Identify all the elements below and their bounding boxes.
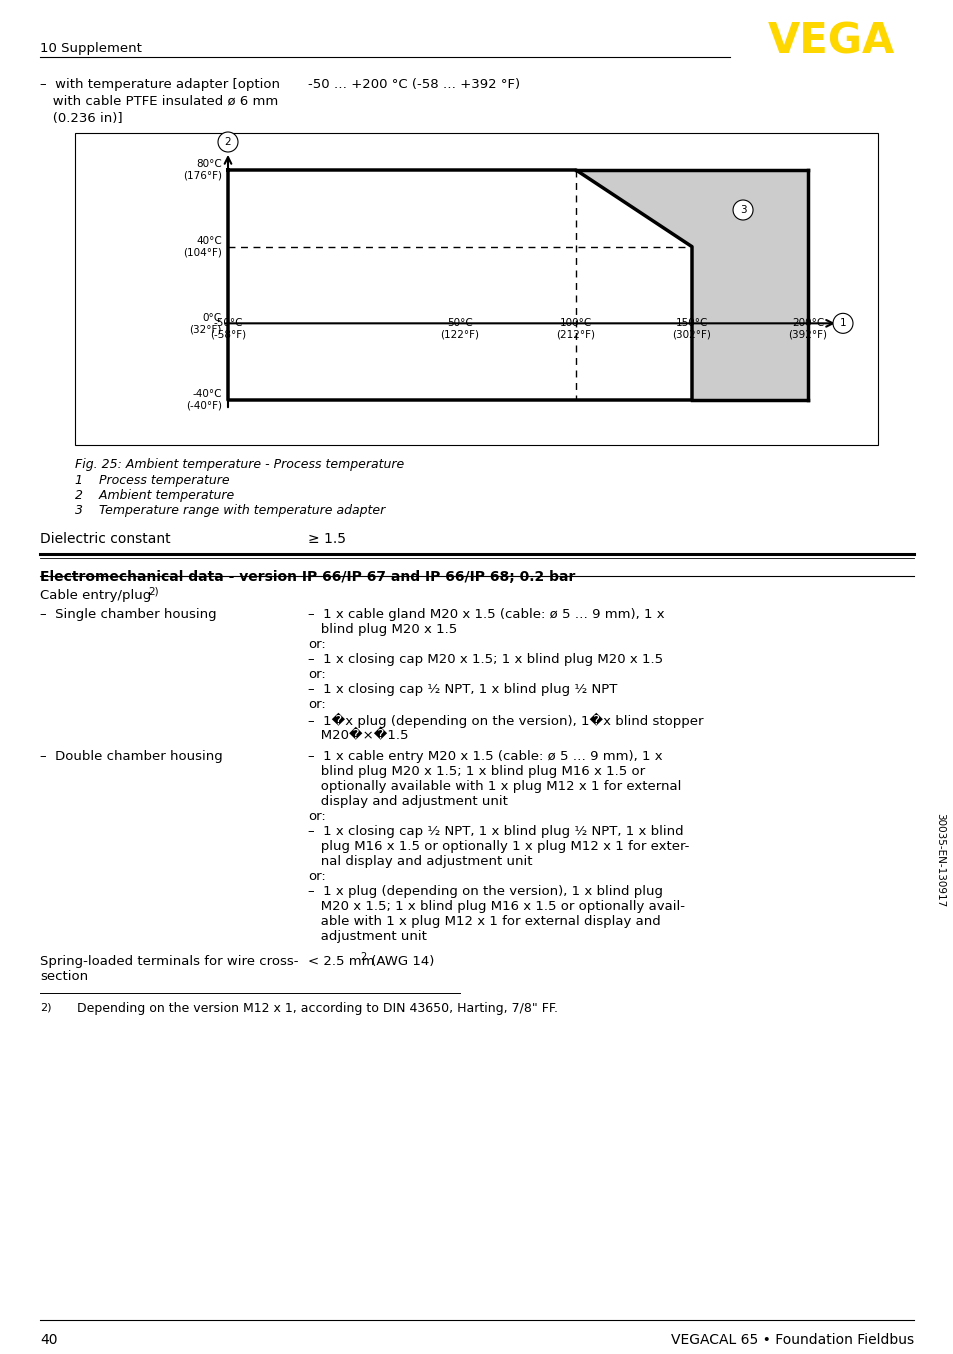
Text: 3    Temperature range with temperature adapter: 3 Temperature range with temperature ada… (75, 504, 385, 517)
Circle shape (732, 200, 752, 219)
Text: (AWG 14): (AWG 14) (367, 955, 434, 968)
Text: 1: 1 (839, 318, 845, 328)
Text: M20 x 1.5; 1 x blind plug M16 x 1.5 or optionally avail-: M20 x 1.5; 1 x blind plug M16 x 1.5 or o… (308, 900, 684, 913)
Text: or:: or: (308, 871, 325, 883)
Text: 40°C
(104°F): 40°C (104°F) (183, 236, 222, 257)
Text: Cable entry/plug: Cable entry/plug (40, 589, 152, 603)
Text: Dielectric constant: Dielectric constant (40, 532, 171, 546)
Text: section: section (40, 969, 88, 983)
Text: 0°C
(32°F): 0°C (32°F) (190, 313, 222, 334)
Text: 2: 2 (225, 137, 231, 148)
Text: 100°C
(212°F): 100°C (212°F) (556, 318, 595, 340)
Polygon shape (576, 171, 807, 399)
Text: –  1 x cable entry M20 x 1.5 (cable: ø 5 … 9 mm), 1 x: – 1 x cable entry M20 x 1.5 (cable: ø 5 … (308, 750, 662, 764)
Text: –  Single chamber housing: – Single chamber housing (40, 608, 216, 621)
Text: 10 Supplement: 10 Supplement (40, 42, 142, 56)
Text: –  1 x cable gland M20 x 1.5 (cable: ø 5 … 9 mm), 1 x: – 1 x cable gland M20 x 1.5 (cable: ø 5 … (308, 608, 664, 621)
Text: ≥ 1.5: ≥ 1.5 (308, 532, 346, 546)
Text: –  Double chamber housing: – Double chamber housing (40, 750, 222, 764)
Text: blind plug M20 x 1.5; 1 x blind plug M16 x 1.5 or: blind plug M20 x 1.5; 1 x blind plug M16… (308, 765, 644, 779)
Text: optionally available with 1 x plug M12 x 1 for external: optionally available with 1 x plug M12 x… (308, 780, 680, 793)
Text: VEGA: VEGA (767, 20, 894, 62)
Circle shape (832, 313, 852, 333)
Text: 2    Ambient temperature: 2 Ambient temperature (75, 489, 234, 502)
Text: –  1 x closing cap M20 x 1.5; 1 x blind plug M20 x 1.5: – 1 x closing cap M20 x 1.5; 1 x blind p… (308, 653, 662, 666)
Text: Spring-loaded terminals for wire cross-: Spring-loaded terminals for wire cross- (40, 955, 298, 968)
Text: (0.236 in)]: (0.236 in)] (40, 112, 123, 125)
Text: M20�×�1.5: M20�×�1.5 (308, 728, 408, 741)
Text: –  with temperature adapter [option: – with temperature adapter [option (40, 79, 280, 91)
Text: -50 … +200 °C (-58 … +392 °F): -50 … +200 °C (-58 … +392 °F) (308, 79, 519, 91)
Text: 2: 2 (359, 952, 366, 961)
Text: Depending on the version M12 x 1, according to DIN 43650, Harting, 7/8" FF.: Depending on the version M12 x 1, accord… (65, 1002, 558, 1016)
Text: or:: or: (308, 668, 325, 681)
Text: 40: 40 (40, 1332, 57, 1347)
Text: -40°C
(-40°F): -40°C (-40°F) (186, 389, 222, 410)
Text: able with 1 x plug M12 x 1 for external display and: able with 1 x plug M12 x 1 for external … (308, 915, 660, 927)
Text: 2): 2) (40, 1002, 51, 1011)
Text: 150°C
(302°F): 150°C (302°F) (672, 318, 711, 340)
Text: Fig. 25: Ambient temperature - Process temperature: Fig. 25: Ambient temperature - Process t… (75, 458, 404, 471)
Text: 50°C
(122°F): 50°C (122°F) (440, 318, 479, 340)
Text: < 2.5 mm: < 2.5 mm (308, 955, 375, 968)
Text: adjustment unit: adjustment unit (308, 930, 426, 942)
Bar (75, 133, 877, 445)
Text: or:: or: (308, 638, 325, 651)
Text: 30035-EN-130917: 30035-EN-130917 (934, 812, 944, 907)
Text: –  1 x closing cap ½ NPT, 1 x blind plug ½ NPT, 1 x blind: – 1 x closing cap ½ NPT, 1 x blind plug … (308, 825, 683, 838)
Text: or:: or: (308, 810, 325, 823)
Text: or:: or: (308, 699, 325, 711)
Text: nal display and adjustment unit: nal display and adjustment unit (308, 854, 532, 868)
Text: 200°C
(392°F): 200°C (392°F) (788, 318, 826, 340)
Text: with cable PTFE insulated ø 6 mm: with cable PTFE insulated ø 6 mm (40, 95, 278, 108)
Circle shape (218, 131, 237, 152)
Text: –  1�x plug (depending on the version), 1�x blind stopper: – 1�x plug (depending on the version), 1… (308, 714, 702, 728)
Text: display and adjustment unit: display and adjustment unit (308, 795, 507, 808)
Text: –  1 x closing cap ½ NPT, 1 x blind plug ½ NPT: – 1 x closing cap ½ NPT, 1 x blind plug … (308, 682, 617, 696)
Text: Electromechanical data - version IP 66/IP 67 and IP 66/IP 68; 0.2 bar: Electromechanical data - version IP 66/I… (40, 570, 575, 584)
Text: –  1 x plug (depending on the version), 1 x blind plug: – 1 x plug (depending on the version), 1… (308, 886, 662, 898)
Text: -50°C
(-58°F): -50°C (-58°F) (210, 318, 246, 340)
Text: 80°C
(176°F): 80°C (176°F) (183, 160, 222, 181)
Text: 1    Process temperature: 1 Process temperature (75, 474, 230, 487)
Text: VEGACAL 65 • Foundation Fieldbus: VEGACAL 65 • Foundation Fieldbus (670, 1332, 913, 1347)
Text: blind plug M20 x 1.5: blind plug M20 x 1.5 (308, 623, 456, 636)
Text: 2): 2) (148, 586, 158, 596)
Text: plug M16 x 1.5 or optionally 1 x plug M12 x 1 for exter-: plug M16 x 1.5 or optionally 1 x plug M1… (308, 839, 689, 853)
Text: 3: 3 (739, 204, 745, 215)
